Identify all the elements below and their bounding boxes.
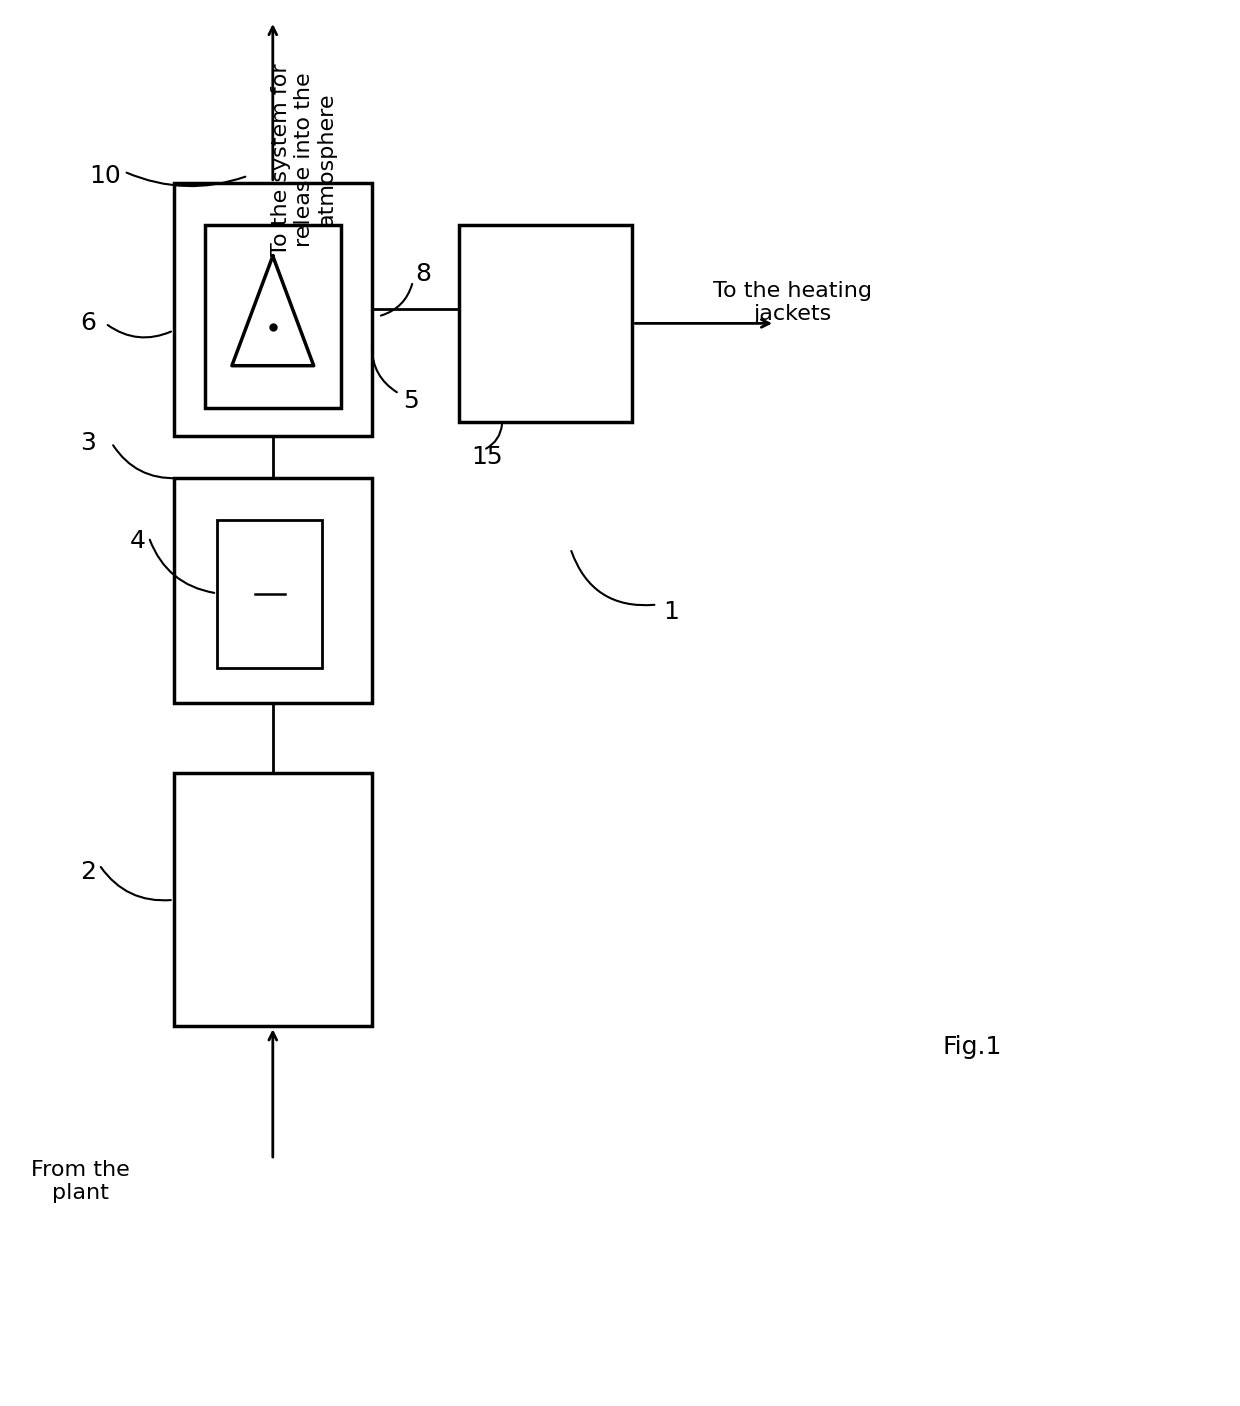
FancyArrowPatch shape xyxy=(100,868,171,900)
Bar xyxy=(205,225,341,408)
Bar xyxy=(217,520,322,668)
FancyArrowPatch shape xyxy=(108,325,171,337)
Text: 8: 8 xyxy=(415,262,432,287)
FancyArrowPatch shape xyxy=(372,347,397,392)
Bar xyxy=(459,225,632,422)
Text: Fig.1: Fig.1 xyxy=(942,1035,1002,1060)
Text: 3: 3 xyxy=(81,430,97,456)
FancyArrowPatch shape xyxy=(486,425,502,449)
FancyArrowPatch shape xyxy=(113,446,177,478)
Text: 2: 2 xyxy=(81,859,97,884)
Text: 6: 6 xyxy=(81,311,97,336)
Bar xyxy=(174,773,372,1026)
Bar xyxy=(174,478,372,703)
Text: 1: 1 xyxy=(663,599,680,624)
Text: 10: 10 xyxy=(89,163,122,188)
FancyArrowPatch shape xyxy=(126,173,246,186)
Text: 4: 4 xyxy=(130,529,146,554)
FancyArrowPatch shape xyxy=(150,540,215,593)
Text: From the
plant: From the plant xyxy=(31,1160,130,1204)
FancyArrowPatch shape xyxy=(572,551,655,605)
Text: To the system for
release into the
atmosphere: To the system for release into the atmos… xyxy=(270,63,337,256)
Bar xyxy=(174,183,372,436)
FancyArrowPatch shape xyxy=(381,284,412,315)
Text: 5: 5 xyxy=(403,388,419,413)
Text: 15: 15 xyxy=(471,444,503,470)
Text: To the heating
jackets: To the heating jackets xyxy=(713,281,872,323)
